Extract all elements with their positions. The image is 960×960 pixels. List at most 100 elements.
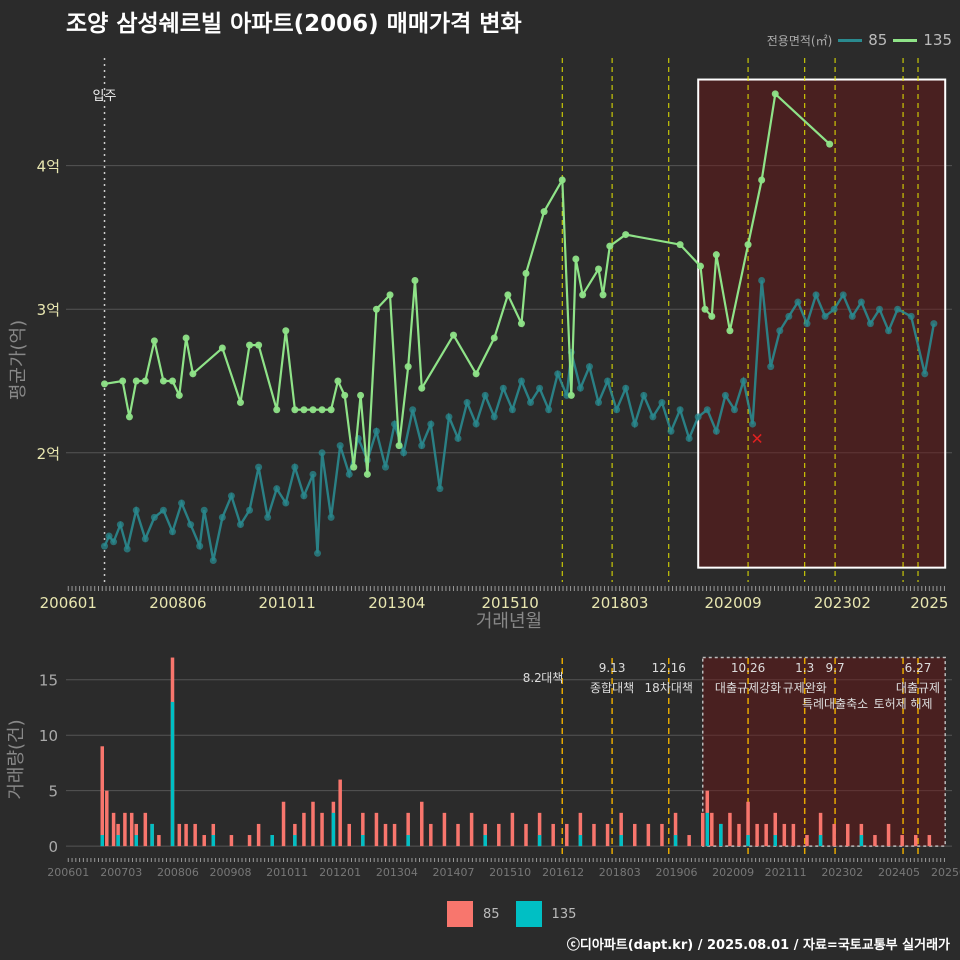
data-point-85: [536, 384, 544, 392]
data-point-85: [318, 449, 326, 457]
bar-135: [537, 835, 542, 847]
data-point-135: [182, 334, 190, 342]
data-point-85: [794, 298, 802, 306]
series-line-135: [104, 91, 831, 475]
data-point-85: [132, 506, 140, 514]
data-point-135: [282, 327, 290, 335]
bar-135: [116, 835, 120, 847]
bar-135: [170, 701, 175, 847]
data-point-85: [667, 427, 675, 435]
y-tick-label: 3억: [37, 301, 60, 319]
bar-x-tick-label: 202302: [821, 866, 863, 879]
data-point-85: [472, 420, 480, 428]
data-point-85: [110, 538, 118, 546]
data-point-135: [708, 312, 716, 320]
data-point-135: [449, 331, 457, 339]
data-point-85: [159, 506, 167, 514]
data-point-85: [676, 406, 684, 414]
bar-y-tick-label: 15: [39, 672, 58, 690]
bar-85: [111, 812, 116, 847]
bar-85: [791, 823, 796, 847]
legend-box-85: [447, 901, 473, 927]
data-point-85: [300, 492, 308, 500]
data-point-135: [341, 391, 349, 399]
bar-85: [143, 812, 148, 847]
event-date: 9.7: [826, 661, 845, 675]
event-date: 6.27: [905, 661, 932, 675]
data-point-85: [921, 370, 929, 378]
legend-swatch-135: [893, 38, 918, 42]
bar-85: [873, 835, 877, 847]
data-point-85: [490, 413, 498, 421]
event-label: 18차대책: [645, 680, 693, 695]
bar-85: [764, 823, 768, 847]
outlier-marker: [752, 433, 762, 443]
data-point-85: [463, 399, 471, 407]
data-point-135: [744, 241, 752, 249]
data-point-85: [200, 506, 208, 514]
data-point-85: [309, 470, 317, 478]
event-label: 대책: [541, 670, 563, 685]
data-point-135: [395, 442, 403, 450]
data-point-85: [409, 406, 417, 414]
data-point-135: [175, 391, 183, 399]
data-point-135: [318, 406, 326, 414]
data-point-85: [209, 556, 217, 564]
bar-85: [605, 823, 610, 847]
data-point-85: [116, 521, 124, 529]
y-tick-label: 4억: [37, 158, 60, 176]
data-point-85: [336, 442, 344, 450]
bar-85: [886, 823, 891, 847]
x-tick-label: 201803: [591, 594, 648, 612]
data-point-85: [907, 312, 915, 320]
data-point-135: [696, 262, 704, 270]
bar-x-tick-label: 200601: [47, 866, 89, 879]
data-point-85: [345, 470, 353, 478]
legend-label-85: 85: [868, 31, 888, 49]
bar-85: [619, 812, 623, 847]
bar-85: [633, 823, 637, 847]
bar-85: [392, 823, 397, 847]
data-point-135: [132, 377, 140, 385]
data-point-85: [649, 413, 657, 421]
data-point-135: [363, 470, 371, 478]
bar-135: [150, 823, 154, 847]
bar-85: [510, 812, 515, 847]
data-point-85: [930, 320, 938, 328]
highlight-region: [697, 78, 947, 569]
bar-85: [646, 823, 651, 847]
bar-85: [347, 823, 351, 847]
data-point-135: [119, 377, 127, 385]
bar-85: [442, 812, 447, 847]
data-point-85: [631, 420, 639, 428]
data-point-85: [740, 377, 748, 385]
bar-135: [746, 835, 750, 847]
bar-85: [728, 812, 732, 847]
data-point-85: [481, 391, 489, 399]
data-point-85: [885, 327, 893, 335]
bar-135: [483, 835, 487, 847]
data-point-135: [701, 305, 709, 313]
data-point-135: [411, 277, 419, 285]
bar-135: [673, 835, 678, 847]
data-point-135: [218, 344, 226, 352]
data-point-85: [282, 499, 290, 507]
data-point-85: [246, 506, 254, 514]
bar-85: [782, 823, 787, 847]
x-tick-label: 201510: [482, 594, 539, 612]
x-tick-label: 201304: [368, 594, 425, 612]
event-label: 대출규제: [896, 681, 940, 695]
data-point-85: [196, 542, 204, 550]
bar-85: [805, 835, 809, 847]
x-tick-label: 2025: [910, 594, 948, 612]
data-point-135: [125, 413, 133, 421]
data-point-135: [540, 208, 548, 216]
data-point-85: [554, 370, 562, 378]
bar-135: [859, 835, 864, 847]
bar-135: [211, 835, 216, 847]
data-point-135: [189, 370, 197, 378]
bar-85: [338, 779, 342, 847]
data-point-135: [169, 377, 177, 385]
data-point-85: [517, 377, 525, 385]
